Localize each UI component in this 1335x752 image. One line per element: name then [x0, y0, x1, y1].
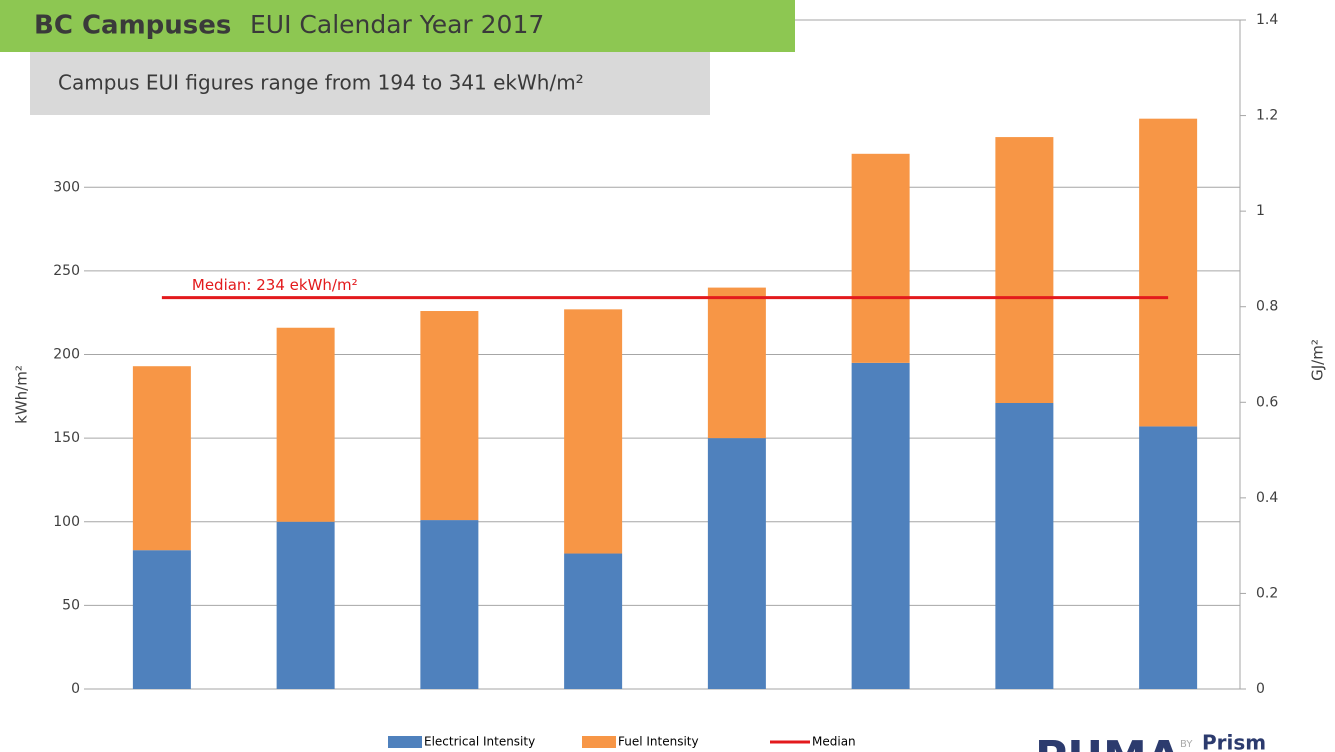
- subtitle: Campus EUI figures range from 194 to 341…: [58, 71, 584, 95]
- bar-segment: [564, 309, 623, 554]
- bar-segment: [707, 287, 766, 439]
- annotation: Median: 234 ekWh/m²: [192, 276, 358, 294]
- logo-brand: Prism: [1202, 731, 1266, 752]
- bar-segment: [851, 362, 910, 689]
- y-tick-label: 300: [53, 179, 80, 195]
- y2-tick-label: 0.8: [1256, 299, 1278, 315]
- title-banner: [0, 0, 795, 52]
- bar-segment: [995, 137, 1054, 404]
- legend-label: Electrical Intensity: [424, 735, 535, 749]
- y-tick-label: 150: [53, 430, 80, 446]
- bar-segment: [564, 553, 623, 689]
- y2-axis-label: GJ/m²: [1309, 339, 1327, 381]
- bar-segment: [1139, 118, 1198, 427]
- bar-segment: [132, 366, 191, 551]
- title-bold: BC Campuses: [34, 11, 231, 41]
- legend-swatch: [582, 736, 616, 748]
- y2-tick-label: 0.4: [1256, 490, 1278, 506]
- subtitle-box: [30, 52, 710, 115]
- bar-segment: [1139, 426, 1198, 689]
- bar-segment: [995, 403, 1054, 689]
- bar-segment: [851, 153, 910, 363]
- y-tick-label: 200: [53, 347, 80, 363]
- y2-tick-label: 0.2: [1256, 585, 1278, 601]
- y-tick-label: 100: [53, 514, 80, 530]
- bar-segment: [420, 311, 479, 521]
- title: EUI Calendar Year 2017: [250, 10, 544, 39]
- y2-tick-label: 1: [1256, 203, 1265, 219]
- legend-label: Median: [812, 735, 856, 749]
- y-tick-label: 50: [62, 597, 80, 613]
- plot-area: 0 50 100 150 200 250 300 0 0.2 0.4 0.6 0.8 1 1.2 1.4 kW…: [13, 12, 1327, 697]
- y-axis-label: kWh/m²: [13, 365, 31, 424]
- y-tick-label: 250: [53, 263, 80, 279]
- bar-segment: [276, 327, 335, 522]
- legend-label: Fuel Intensity: [618, 735, 699, 749]
- bar-segment: [420, 520, 479, 689]
- y2-tick-label: 0.6: [1256, 394, 1278, 410]
- logo-by: BY: [1180, 739, 1193, 750]
- logo: PUMA: [1035, 732, 1181, 752]
- legend-swatch: [388, 736, 422, 748]
- y2-tick-label: 1.2: [1256, 108, 1278, 124]
- y2-tick-label: 1.4: [1256, 12, 1278, 28]
- bar-segment: [276, 521, 335, 689]
- y2-tick-label: 0: [1256, 681, 1265, 697]
- y-tick-label: 0: [71, 681, 80, 697]
- bar-segment: [707, 438, 766, 689]
- bar-segment: [132, 550, 191, 689]
